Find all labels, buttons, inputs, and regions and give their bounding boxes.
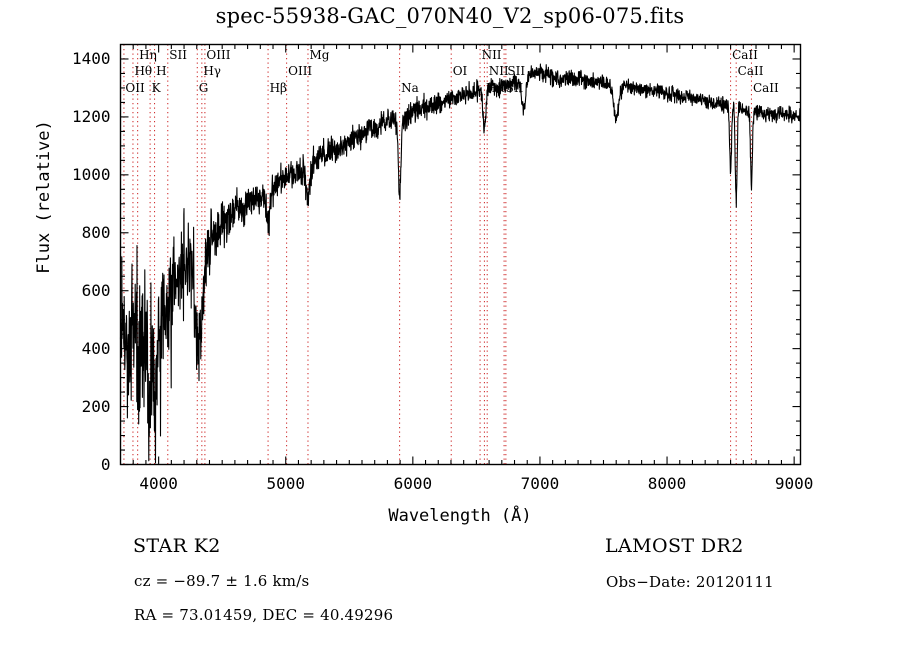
y-tick-label: 600 [81,280,111,300]
spectral-line-label: SII [505,81,524,95]
redshift-velocity: cz = −89.7 ± 1.6 km/s [134,572,310,590]
x-tick-label: 7000 [520,473,560,493]
spectral-line-label: CaII [732,48,758,62]
spectral-line-label: Hα [485,81,505,95]
spectral-line-label: Mg [309,48,330,62]
spectral-line-label: NII [488,64,509,78]
spectral-line-label: OII [125,81,145,95]
spectral-line-label: OIII [206,48,231,62]
spectral-line-label: Hβ [269,81,287,95]
x-tick-label: 9000 [774,473,814,493]
object-type: STAR K2 [133,535,221,557]
observation-date: Obs−Date: 20120111 [606,573,774,591]
coordinates: RA = 73.01459, DEC = 40.49296 [134,606,394,624]
spectral-line-label: SII [169,48,187,62]
y-tick-label: 0 [100,454,111,474]
spectral-line-label: G [198,81,209,95]
page-title: spec-55938-GAC_070N40_V2_sp06-075.fits [215,4,685,28]
spectral-line-label: Na [401,81,419,95]
x-tick-label: 6000 [393,473,433,493]
spectral-line-label: NII [481,48,502,62]
y-tick-label: 1400 [71,48,111,68]
x-tick-label: 4000 [139,473,178,493]
x-tick-label: 5000 [266,473,305,493]
spectral-line-label: SII [507,64,526,78]
spectral-line-label: Hθ [134,64,153,78]
spectral-line-label: OIII [288,64,313,78]
spectral-line-label: H [156,64,167,78]
y-tick-label: 200 [81,396,111,416]
x-axis-label: Wavelength (Å) [388,506,532,526]
spectral-line-label: Hγ [203,64,221,78]
survey-name: LAMOST DR2 [605,535,744,557]
y-axis-label: Flux (relative) [34,120,54,274]
y-tick-label: 400 [81,338,111,358]
spectral-line-label: CaII [737,64,764,78]
spectral-line-label: Hη [139,48,157,62]
x-tick-label: 8000 [647,473,687,493]
spectral-line-label: K [151,81,161,95]
spectral-line-label: OI [452,64,468,78]
spectral-line-label: CaII [752,81,779,95]
y-tick-label: 1200 [71,106,111,126]
y-tick-label: 1000 [71,164,111,184]
y-tick-label: 800 [81,222,111,242]
